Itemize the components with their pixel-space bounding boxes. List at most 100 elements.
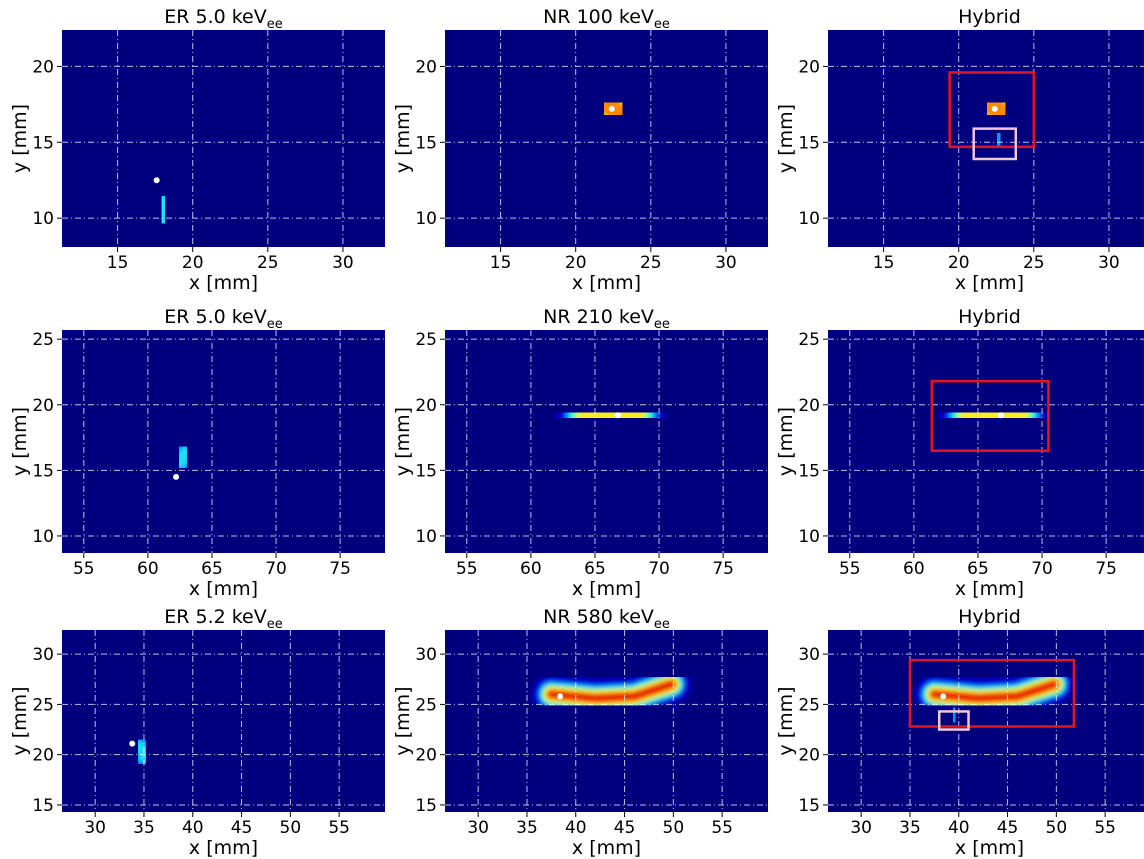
x-tick-label: 55 [839, 559, 861, 579]
chart-title: ER 5.0 keVee [164, 6, 283, 32]
x-tick-label: 40 [182, 818, 204, 838]
y-tick-label: 25 [415, 695, 437, 715]
title-subscript: ee [267, 17, 283, 32]
y-tick-label: 15 [32, 133, 54, 153]
x-tick-label: 25 [257, 253, 279, 273]
plot-content [445, 330, 768, 553]
y-tick-label: 30 [798, 645, 820, 665]
panel: 30 35 40 45 50 55 15 20 25 30 x [mm] y [mm] Hybrid [775, 606, 1144, 859]
roi-box [972, 127, 1018, 161]
vertex-point [998, 412, 1005, 419]
y-tick-label: 20 [32, 746, 54, 766]
x-tick-label: 65 [201, 559, 223, 579]
title-text: Hybrid [958, 606, 1021, 628]
x-tick-label: 25 [640, 253, 662, 273]
x-tick-label: 55 [456, 559, 478, 579]
plot-content [445, 30, 768, 247]
x-tick-label: 30 [715, 253, 737, 273]
heat-level [175, 446, 191, 468]
vertex-point [173, 473, 180, 480]
x-tick-label: 55 [73, 559, 95, 579]
chart-title: Hybrid [958, 306, 1021, 328]
heat-level [548, 680, 675, 702]
plot-content [62, 330, 385, 553]
y-tick-label: 25 [32, 695, 54, 715]
vertex-point [615, 412, 622, 419]
roi-box [937, 710, 970, 731]
panel: 55 60 65 70 75 10 15 20 25 x [mm] y [mm] ER 5.0 keV… [9, 306, 385, 600]
x-tick-label: 40 [565, 818, 587, 838]
x-axis-label: x [mm] [572, 578, 641, 600]
y-tick-label: 15 [798, 796, 820, 816]
heat-level [931, 680, 1058, 702]
heat-level [576, 407, 646, 424]
y-tick-label: 10 [32, 527, 54, 547]
y-tick-label: 30 [32, 645, 54, 665]
title-text: ER 5.2 keV [164, 606, 267, 628]
x-tick-label: 45 [997, 818, 1019, 838]
x-tick-label: 25 [1023, 253, 1045, 273]
y-tick-label: 15 [798, 133, 820, 153]
heat-track [165, 435, 202, 479]
x-tick-label: 30 [467, 818, 489, 838]
heat-track [531, 664, 692, 719]
x-axis-label: x [mm] [572, 837, 641, 859]
title-subscript: ee [654, 17, 670, 32]
x-axis-label: x [mm] [189, 578, 258, 600]
heat-level [135, 740, 149, 763]
panel: 30 35 40 45 50 55 15 20 25 30 x [mm] y [mm] ER 5.2 k… [9, 606, 385, 859]
x-tick-label: 15 [490, 253, 512, 273]
x-tick-label: 70 [265, 559, 287, 579]
x-tick-label: 75 [712, 559, 734, 579]
y-tick-label: 20 [415, 746, 437, 766]
y-tick-label: 10 [415, 209, 437, 229]
x-axis-label: x [mm] [189, 837, 258, 859]
y-tick-label: 10 [798, 527, 820, 547]
x-axis-label: x [mm] [955, 272, 1024, 294]
heat-track [914, 664, 1075, 719]
y-tick-label: 15 [415, 133, 437, 153]
vertex-point [129, 740, 136, 747]
y-tick-label: 20 [32, 57, 54, 77]
y-axis-label: y [mm] [775, 104, 797, 173]
y-tick-label: 15 [415, 796, 437, 816]
x-tick-label: 30 [332, 253, 354, 273]
title-text: Hybrid [958, 6, 1021, 28]
y-axis-label: y [mm] [392, 407, 414, 476]
x-tick-label: 20 [565, 253, 587, 273]
title-subscript: ee [654, 617, 670, 632]
x-tick-label: 15 [873, 253, 895, 273]
y-tick-label: 15 [32, 461, 54, 481]
vertex-point [153, 177, 160, 184]
chart-title: NR 580 keVee [543, 606, 670, 632]
y-tick-label: 20 [798, 57, 820, 77]
y-tick-label: 20 [32, 396, 54, 416]
y-tick-label: 20 [798, 396, 820, 416]
x-tick-label: 35 [516, 818, 538, 838]
x-tick-label: 20 [948, 253, 970, 273]
plot-content [828, 330, 1144, 553]
x-tick-label: 30 [850, 818, 872, 838]
y-tick-label: 25 [798, 330, 820, 350]
plot-content [62, 30, 385, 247]
y-axis-label: y [mm] [9, 407, 31, 476]
heat-track [554, 384, 668, 446]
y-tick-label: 25 [798, 695, 820, 715]
y-tick-label: 20 [415, 57, 437, 77]
chart-title: Hybrid [958, 606, 1021, 628]
title-subscript: ee [267, 617, 283, 632]
heat-level [154, 194, 173, 226]
y-tick-label: 25 [32, 330, 54, 350]
vertex-point [557, 693, 564, 700]
x-axis-label: x [mm] [189, 272, 258, 294]
y-axis-label: y [mm] [9, 686, 31, 755]
panel: 30 35 40 45 50 55 15 20 25 30 x [mm] y [mm] NR 580 k… [392, 606, 768, 859]
x-axis-label: x [mm] [955, 578, 1024, 600]
chart-title: ER 5.0 keVee [164, 306, 283, 332]
y-tick-label: 20 [415, 396, 437, 416]
x-tick-label: 55 [328, 818, 350, 838]
